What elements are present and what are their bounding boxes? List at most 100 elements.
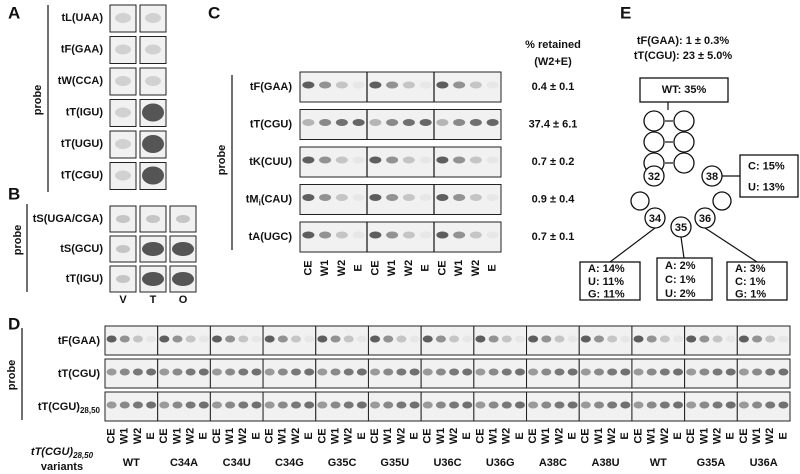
band bbox=[593, 368, 604, 376]
mutant-value: U: 11% bbox=[588, 276, 624, 288]
band bbox=[469, 81, 482, 89]
band bbox=[673, 368, 684, 376]
band bbox=[554, 335, 565, 343]
band bbox=[486, 231, 499, 239]
band bbox=[386, 156, 399, 164]
text-part: (CAU) bbox=[261, 193, 292, 205]
panel-label: C bbox=[208, 3, 220, 22]
lane-label: W1 bbox=[119, 428, 131, 445]
variant-label: A38C bbox=[539, 457, 567, 469]
band bbox=[501, 335, 512, 343]
band bbox=[119, 401, 130, 409]
position-label: 36 bbox=[699, 213, 711, 225]
band bbox=[119, 368, 130, 376]
mutant-value: C: 1% bbox=[665, 274, 696, 286]
band bbox=[330, 335, 341, 343]
row-label: tW(CCA) bbox=[58, 75, 104, 87]
band bbox=[673, 335, 684, 343]
band bbox=[488, 335, 499, 343]
band bbox=[514, 401, 525, 409]
band bbox=[659, 368, 670, 376]
band bbox=[319, 119, 332, 126]
band bbox=[409, 335, 420, 343]
variant-label: U36C bbox=[433, 457, 461, 469]
variant-label: C34U bbox=[223, 457, 251, 469]
lane-label: W2 bbox=[606, 428, 618, 445]
lane-label: CE bbox=[105, 428, 117, 443]
band bbox=[343, 401, 354, 409]
band bbox=[291, 368, 302, 376]
row-label: tS(GCU) bbox=[60, 243, 103, 255]
band bbox=[453, 156, 466, 164]
band bbox=[514, 368, 525, 376]
band bbox=[319, 194, 332, 201]
band bbox=[449, 401, 460, 409]
mutant-value: G: 1% bbox=[735, 289, 766, 301]
band bbox=[449, 368, 460, 376]
band bbox=[264, 401, 275, 409]
band bbox=[409, 368, 420, 376]
band bbox=[172, 335, 183, 343]
band bbox=[115, 139, 131, 149]
lane-label: W2 bbox=[290, 428, 302, 445]
mutant-value: A: 3% bbox=[735, 263, 766, 275]
band bbox=[172, 242, 194, 256]
lane-label: CE bbox=[580, 428, 592, 443]
band bbox=[462, 401, 473, 409]
blot bbox=[139, 205, 167, 233]
band bbox=[738, 335, 749, 343]
lane-label: CE bbox=[158, 428, 170, 443]
lane-label: E bbox=[145, 432, 157, 439]
band bbox=[185, 401, 196, 409]
band bbox=[352, 81, 365, 89]
variant-label: WT bbox=[123, 457, 140, 469]
band bbox=[146, 215, 160, 223]
lane-label: W1 bbox=[277, 428, 289, 445]
band bbox=[238, 335, 249, 343]
band bbox=[528, 401, 539, 409]
band bbox=[304, 401, 315, 409]
band bbox=[343, 335, 354, 343]
lane-label: E bbox=[487, 264, 499, 271]
band bbox=[386, 194, 399, 201]
band bbox=[142, 135, 164, 153]
band bbox=[145, 76, 161, 86]
lane-label: W1 bbox=[540, 428, 552, 445]
band bbox=[115, 170, 131, 181]
band bbox=[116, 275, 130, 283]
lane-label: W2 bbox=[336, 260, 348, 277]
text-part: tT(CGU) bbox=[38, 401, 80, 413]
band bbox=[198, 368, 209, 376]
band bbox=[317, 335, 328, 343]
band bbox=[567, 401, 578, 409]
lane-label: W1 bbox=[698, 428, 710, 445]
row-label: tT(CGU) bbox=[58, 368, 100, 380]
blot bbox=[299, 221, 502, 253]
band bbox=[225, 335, 236, 343]
band bbox=[319, 231, 332, 239]
band bbox=[185, 335, 196, 343]
band bbox=[419, 194, 432, 201]
row-label: tT(IGU) bbox=[66, 273, 104, 285]
retained-value: 0.7 ± 0.1 bbox=[532, 231, 575, 243]
band bbox=[620, 401, 631, 409]
band bbox=[132, 368, 143, 376]
band bbox=[304, 368, 315, 376]
probe-label: probe bbox=[32, 85, 44, 116]
band bbox=[356, 368, 367, 376]
blot bbox=[299, 146, 502, 178]
blot bbox=[109, 162, 137, 190]
band bbox=[145, 13, 161, 23]
band bbox=[159, 335, 170, 343]
band bbox=[277, 368, 288, 376]
wt-box bbox=[639, 77, 729, 103]
band bbox=[528, 368, 539, 376]
variant-label: C34A bbox=[170, 457, 198, 469]
lane-label: W2 bbox=[343, 428, 355, 445]
band bbox=[142, 166, 164, 185]
lane-label: W1 bbox=[435, 428, 447, 445]
band bbox=[686, 335, 697, 343]
band bbox=[567, 335, 578, 343]
band bbox=[436, 81, 449, 89]
band bbox=[402, 231, 415, 239]
